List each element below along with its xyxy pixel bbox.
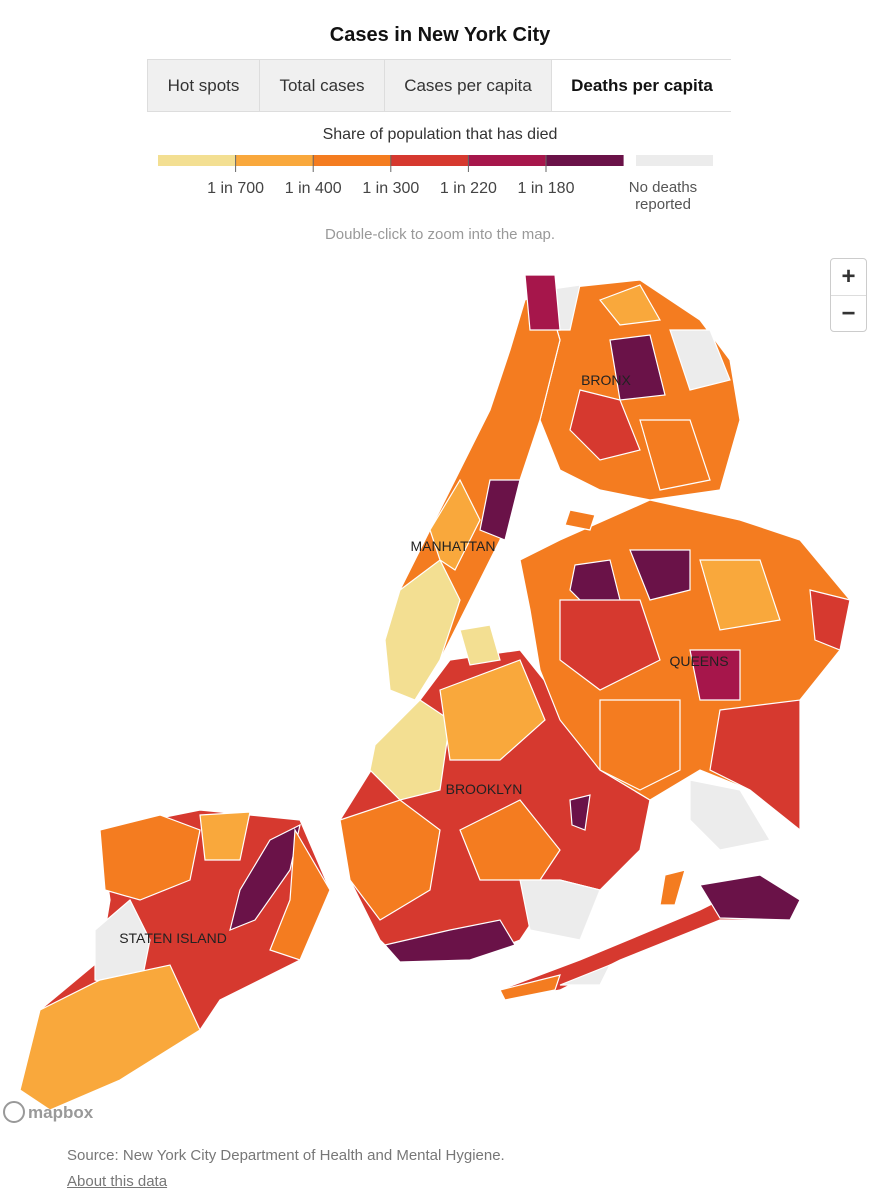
rockaway — [499, 869, 801, 1001]
bronx — [539, 279, 741, 501]
borough-label: BROOKLYN — [446, 781, 523, 797]
island — [564, 509, 596, 531]
legend-no-data-label: No deaths reported — [628, 179, 698, 213]
borough-label: QUEENS — [669, 653, 728, 669]
queens — [519, 499, 851, 851]
manhattan — [384, 274, 561, 701]
title: Cases in New York City — [329, 24, 551, 46]
staten-island — [19, 809, 331, 1111]
tab[interactable]: Hot spots — [148, 60, 260, 111]
about-link[interactable]: About this data — [67, 1173, 168, 1190]
source: Source: New York City Department of Heal… — [67, 1147, 505, 1164]
legend-title: Share of population that has died — [322, 126, 558, 143]
hint: Double-click to zoom into the map. — [324, 226, 556, 243]
tab-bar: Hot spots Total cases Cases per capita Deat… — [147, 59, 732, 112]
tab[interactable]: Deaths per capita — [552, 60, 732, 111]
attribution[interactable]: mapbox — [28, 1103, 94, 1122]
tab[interactable]: Cases per capita — [385, 60, 552, 111]
tab[interactable]: Total cases — [260, 60, 385, 111]
mapbox-logo — [3, 1101, 25, 1123]
zoom-in[interactable]: + — [831, 259, 866, 296]
borough-label: MANHATTAN — [410, 538, 495, 554]
map[interactable]: BRONX MANHATTAN QUEENS BROOKLYN STATEN I… — [0, 0, 880, 1140]
borough-label: BRONX — [581, 372, 631, 388]
island — [459, 624, 501, 666]
borough-label: STATEN ISLAND — [119, 930, 227, 946]
zoom-control: + − — [830, 258, 867, 332]
zoom-out[interactable]: − — [841, 300, 856, 327]
